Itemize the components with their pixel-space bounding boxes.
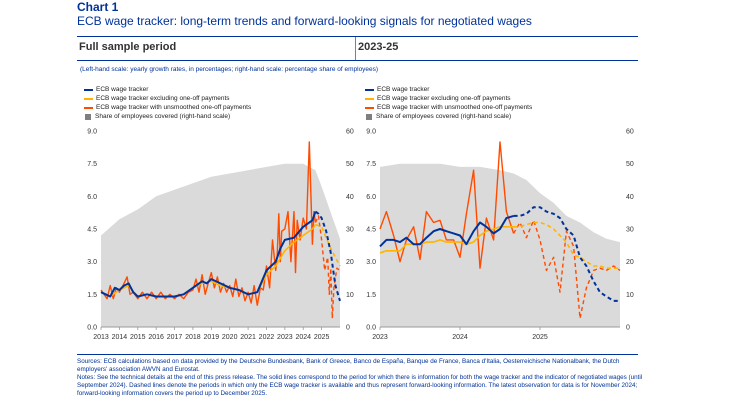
- legend-left: ECB wage tracker ECB wage tracker exclud…: [84, 85, 251, 121]
- y-tick-right: 50: [346, 161, 354, 168]
- y-tick-left: 9.0: [366, 129, 376, 136]
- y-tick-right: 0: [346, 325, 350, 332]
- legend-swatch-unsmoothed: [84, 106, 93, 109]
- legend-item: Share of employees covered (right-hand s…: [365, 112, 532, 121]
- x-tick-label: 2016: [148, 334, 164, 341]
- y-tick-left: 6.0: [366, 194, 376, 201]
- legend-label: ECB wage tracker with unsmoothed one-off…: [96, 104, 252, 111]
- x-tick-label: 2025: [314, 334, 330, 341]
- legend-swatch-share: [85, 113, 91, 120]
- legend-swatch-share: [366, 113, 372, 120]
- x-tick-label: 2022: [259, 334, 275, 341]
- series-dashed-tracker-unsmoothed-one-offs: [512, 219, 621, 319]
- y-tick-right: 20: [626, 259, 634, 266]
- series-line-tracker-unsmoothed-one-offs: [100, 141, 317, 306]
- share-of-employees-area: [101, 163, 340, 327]
- series-line-tracker-excluding-one-offs: [379, 226, 514, 254]
- notes: Notes: See the technical details at the …: [77, 374, 643, 397]
- legend-label: ECB wage tracker: [377, 86, 430, 93]
- x-tick-label: 2015: [130, 334, 146, 341]
- legend-item: ECB wage tracker with unsmoothed one-off…: [84, 103, 251, 112]
- chart-label: Chart 1: [77, 0, 119, 14]
- x-tick-label: 2018: [185, 334, 201, 341]
- y-tick-left: 6.0: [87, 194, 97, 201]
- x-tick-label: 2025: [532, 334, 548, 341]
- y-tick-left: 3.0: [87, 259, 97, 266]
- y-tick-left: 0.0: [366, 325, 376, 332]
- y-tick-left: 1.5: [87, 292, 97, 299]
- y-tick-right: 20: [346, 259, 354, 266]
- legend-item: ECB wage tracker: [84, 85, 251, 94]
- x-tick-label: 2013: [93, 334, 109, 341]
- left-panel-title: Full sample period: [79, 41, 177, 53]
- header-rule: [77, 60, 638, 61]
- y-tick-right: 40: [346, 194, 354, 201]
- series-dashed-tracker: [314, 210, 341, 302]
- legend-swatch-excluding: [365, 97, 374, 100]
- y-tick-right: 60: [626, 129, 634, 136]
- footnote-rule: [77, 354, 638, 355]
- y-tick-right: 0: [626, 325, 630, 332]
- legend-swatch-tracker: [365, 88, 374, 91]
- legend-item: ECB wage tracker with unsmoothed one-off…: [365, 103, 532, 112]
- y-tick-right: 50: [626, 161, 634, 168]
- scale-note: (Left-hand scale: yearly growth rates, i…: [80, 66, 379, 73]
- panel-divider: [355, 37, 356, 60]
- top-rule: [77, 36, 638, 37]
- legend-label: Share of employees covered (right-hand s…: [95, 113, 231, 120]
- legend-item: ECB wage tracker excluding one-off payme…: [84, 94, 251, 103]
- chart-title: ECB wage tracker: long-term trends and f…: [77, 14, 532, 28]
- series-dashed-tracker-excluding-one-offs: [315, 223, 341, 267]
- x-tick-label: 2017: [167, 334, 183, 341]
- legend-label: ECB wage tracker excluding one-off payme…: [96, 95, 230, 102]
- sources-note: Sources: ECB calculations based on data …: [77, 358, 620, 373]
- x-tick-label: 2023: [277, 334, 293, 341]
- x-tick-label: 2024: [295, 334, 311, 341]
- y-tick-right: 30: [346, 227, 354, 234]
- y-tick-right: 40: [626, 194, 634, 201]
- y-tick-left: 7.5: [87, 161, 97, 168]
- x-tick-label: 2024: [452, 334, 468, 341]
- y-tick-left: 4.5: [87, 227, 97, 234]
- y-tick-left: 4.5: [366, 227, 376, 234]
- legend-swatch-unsmoothed: [365, 106, 374, 109]
- legend-swatch-tracker: [84, 88, 93, 91]
- y-tick-right: 30: [626, 227, 634, 234]
- series-line-tracker: [379, 214, 514, 248]
- legend-label: ECB wage tracker with unsmoothed one-off…: [377, 104, 533, 111]
- legend-item: ECB wage tracker excluding one-off payme…: [365, 94, 532, 103]
- legend-label: ECB wage tracker excluding one-off payme…: [377, 95, 511, 102]
- y-tick-left: 7.5: [366, 161, 376, 168]
- y-tick-left: 9.0: [87, 129, 97, 136]
- y-tick-left: 0.0: [87, 325, 97, 332]
- legend-item: Share of employees covered (right-hand s…: [84, 112, 251, 121]
- x-tick-label: 2020: [222, 334, 238, 341]
- y-tick-right: 10: [346, 292, 354, 299]
- series-line-tracker: [100, 211, 317, 298]
- y-tick-right: 60: [346, 129, 354, 136]
- footnotes: Sources: ECB calculations based on data …: [77, 358, 643, 398]
- right-panel-title: 2023-25: [358, 41, 399, 53]
- x-tick-label: 2019: [204, 334, 220, 341]
- legend-label: Share of employees covered (right-hand s…: [376, 113, 512, 120]
- legend-right: ECB wage tracker ECB wage tracker exclud…: [365, 85, 532, 121]
- legend-label: ECB wage tracker: [96, 86, 149, 93]
- y-tick-left: 1.5: [366, 292, 376, 299]
- x-tick-label: 2021: [240, 334, 256, 341]
- legend-item: ECB wage tracker: [365, 85, 532, 94]
- series-dashed-tracker: [513, 206, 620, 302]
- series-line-tracker-unsmoothed-one-offs: [379, 141, 515, 269]
- x-tick-label: 2014: [112, 334, 128, 341]
- legend-swatch-excluding: [84, 97, 93, 100]
- series-dashed-tracker-excluding-one-offs: [513, 221, 620, 270]
- y-tick-right: 10: [626, 292, 634, 299]
- y-tick-left: 3.0: [366, 259, 376, 266]
- x-tick-label: 2023: [372, 334, 388, 341]
